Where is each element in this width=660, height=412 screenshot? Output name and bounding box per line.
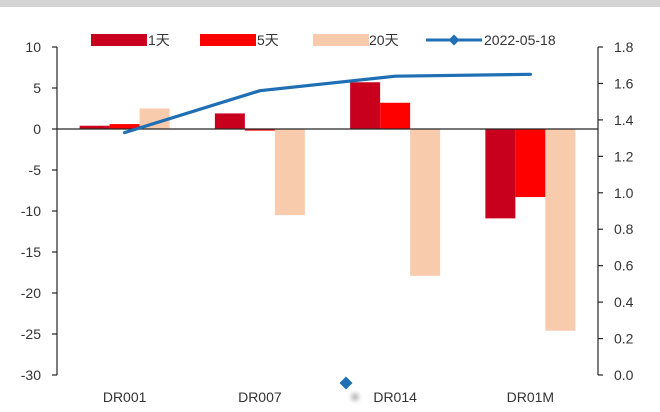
left-axis-tick-label: -25 xyxy=(21,326,41,342)
bar-dr001-series-1 xyxy=(79,125,110,129)
legend-label: 5天 xyxy=(257,32,279,48)
left-axis-tick-label: -10 xyxy=(21,203,41,219)
left-axis-tick-label: 0 xyxy=(33,121,41,137)
legend-swatch xyxy=(200,34,256,46)
line-series-2022-05-18 xyxy=(122,72,533,135)
legend-label: 1天 xyxy=(148,32,170,48)
line-point-dr01m xyxy=(528,72,532,76)
right-axis-tick-label: 1.4 xyxy=(614,112,634,128)
stray-diamond-marker-icon xyxy=(339,376,353,390)
bar-dr001-series-2 xyxy=(109,124,140,129)
bar-dr014-series-3 xyxy=(410,129,441,276)
left-axis-tick-label: 10 xyxy=(25,39,41,55)
left-axis-tick-label: 5 xyxy=(33,80,41,96)
bar-dr001-series-3 xyxy=(139,108,170,129)
axes-layer xyxy=(52,46,603,376)
line-point-dr001 xyxy=(123,131,127,135)
bars-layer xyxy=(79,82,576,331)
category-label-dr014: DR014 xyxy=(373,389,417,405)
right-axis-tick-label: 0.4 xyxy=(614,294,634,310)
category-label-dr007: DR007 xyxy=(238,389,282,405)
bar-dr01m-series-1 xyxy=(485,129,516,219)
right-axis-tick-label: 0.6 xyxy=(614,258,634,274)
category-label-dr01m: DR01M xyxy=(507,389,554,405)
bar-dr007-series-3 xyxy=(274,129,305,216)
bar-dr014-series-2 xyxy=(380,102,411,129)
category-label-dr001: DR001 xyxy=(103,389,147,405)
legend: 1天 5天 20天 2022-05-18 xyxy=(91,32,556,48)
bar-dr01m-series-2 xyxy=(515,129,546,198)
legend-item-series-3: 20天 xyxy=(313,32,399,48)
legend-label: 2022-05-18 xyxy=(484,32,556,48)
diamond-marker-icon xyxy=(448,34,460,46)
stray-smudge xyxy=(351,393,359,401)
line-layer xyxy=(122,72,533,135)
left-axis-tick-label: -30 xyxy=(21,367,41,383)
right-axis-tick-label: 1.8 xyxy=(614,39,634,55)
top-frame-band xyxy=(0,0,660,7)
line-point-dr014 xyxy=(393,74,397,78)
right-axis-tick-label: 0.0 xyxy=(614,367,634,383)
line-point-dr007 xyxy=(258,89,262,93)
left-axis-tick-label: -5 xyxy=(29,162,42,178)
legend-swatch xyxy=(313,34,369,46)
bar-dr007-series-2 xyxy=(244,129,275,131)
bar-dr01m-series-3 xyxy=(545,129,576,331)
left-axis-tick-label: -15 xyxy=(21,244,41,260)
labels-layer: 10 5 0 -5 -10 -15 -20 -25 -30 1.8 1.6 1.4 1.2 1.0 0.8 0… xyxy=(21,39,634,405)
bar-dr014-series-1 xyxy=(350,82,381,129)
legend-item-series-2: 5天 xyxy=(200,32,279,48)
legend-item-series-4: 2022-05-18 xyxy=(426,32,556,48)
bar-dr007-series-1 xyxy=(214,113,245,129)
right-axis-tick-label: 0.8 xyxy=(614,221,634,237)
legend-label: 20天 xyxy=(369,32,399,48)
right-axis-tick-label: 1.6 xyxy=(614,75,634,91)
right-axis-tick-label: 0.2 xyxy=(614,331,634,347)
right-axis-tick-label: 1.2 xyxy=(614,148,634,164)
left-axis-tick-label: -20 xyxy=(21,285,41,301)
right-axis-tick-label: 1.0 xyxy=(614,185,634,201)
legend-item-series-1: 1天 xyxy=(91,32,170,48)
legend-swatch xyxy=(91,34,147,46)
